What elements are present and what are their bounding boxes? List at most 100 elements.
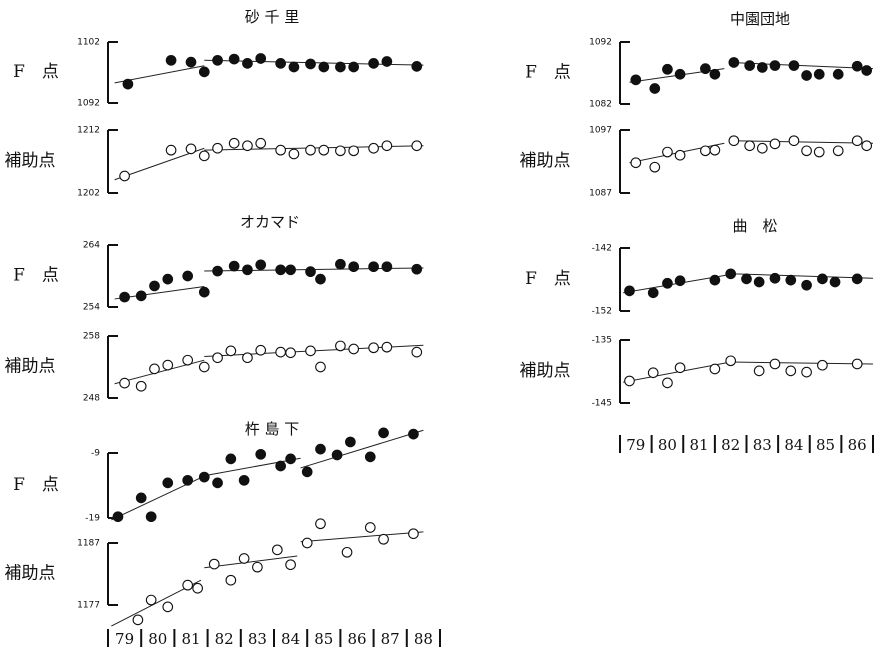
y-tick-label: 1087	[589, 189, 612, 199]
data-point	[647, 367, 659, 379]
data-point	[198, 150, 210, 162]
y-tick-label: 1212	[77, 126, 100, 136]
x-tick-label: 88	[414, 630, 433, 648]
data-point	[228, 53, 240, 65]
data-point	[348, 261, 360, 273]
data-point	[252, 561, 263, 573]
data-point	[285, 347, 296, 359]
data-point	[348, 145, 360, 157]
x-tick-label: 86	[848, 436, 867, 454]
data-point	[225, 453, 237, 465]
data-point	[769, 272, 781, 284]
data-point	[709, 68, 721, 80]
data-point	[318, 144, 330, 156]
data-point	[851, 358, 863, 370]
data-point	[817, 273, 828, 285]
data-point	[185, 143, 197, 155]
y-tick-label: 1092	[77, 99, 100, 109]
data-point	[119, 377, 130, 389]
data-point	[335, 340, 346, 352]
data-point	[132, 614, 144, 626]
data-point	[301, 537, 313, 549]
data-point	[728, 135, 740, 147]
data-point	[119, 291, 130, 303]
trend-line	[300, 429, 424, 469]
data-point	[182, 474, 194, 486]
data-point	[788, 135, 800, 147]
data-point	[700, 63, 711, 75]
data-point	[381, 261, 393, 273]
data-point	[255, 344, 267, 356]
data-point	[662, 63, 673, 75]
data-point	[242, 264, 253, 276]
y-tick-label: 1177	[77, 601, 100, 611]
x-tick-label: 81	[690, 436, 709, 454]
data-point	[212, 352, 223, 364]
panel-title: 中園団地	[730, 10, 790, 28]
panel-title: 砂 千 里	[245, 8, 300, 26]
y-axis-label: 補助点	[5, 564, 56, 584]
data-point	[851, 273, 863, 285]
x-tick-label: 83	[248, 630, 267, 648]
y-tick-label: 258	[83, 332, 100, 342]
trend-line	[730, 361, 874, 365]
data-point	[801, 279, 812, 291]
data-point	[348, 343, 360, 355]
trend-line	[204, 555, 298, 569]
data-point	[744, 140, 756, 152]
data-point	[242, 140, 253, 152]
x-tick-label: 81	[181, 630, 200, 648]
data-point	[345, 436, 356, 448]
trend-line	[300, 531, 424, 543]
data-point	[769, 60, 781, 71]
data-point	[198, 471, 210, 483]
y-tick-label: 264	[83, 241, 100, 251]
data-point	[674, 362, 686, 374]
data-point	[182, 579, 194, 591]
data-point	[662, 146, 673, 158]
data-point	[335, 258, 346, 270]
y-tick-label: -142	[592, 244, 612, 254]
trend-line	[204, 457, 301, 477]
data-point	[411, 263, 423, 275]
data-point	[271, 544, 283, 556]
trend-line	[733, 273, 874, 279]
data-point	[225, 574, 237, 586]
data-point	[208, 558, 220, 570]
data-point	[212, 54, 223, 66]
data-point	[275, 264, 286, 276]
data-point	[162, 601, 174, 613]
data-point	[145, 594, 157, 606]
data-point	[198, 361, 210, 373]
data-point	[630, 74, 642, 86]
y-tick-label: -145	[592, 399, 612, 409]
data-point	[725, 268, 737, 280]
data-point	[674, 68, 686, 80]
data-point	[851, 135, 863, 147]
data-point	[212, 142, 223, 154]
data-point	[348, 61, 360, 73]
x-tick-label: 85	[314, 630, 333, 648]
data-point	[411, 61, 423, 72]
data-point	[364, 522, 376, 533]
data-point	[368, 57, 379, 69]
x-tick-label: 84	[281, 630, 300, 648]
data-point	[149, 363, 160, 375]
data-point	[624, 285, 635, 297]
data-point	[182, 354, 194, 366]
data-point	[801, 145, 812, 157]
x-tick-label: 82	[215, 630, 234, 648]
x-tick-label: 80	[148, 630, 167, 648]
data-point	[753, 365, 765, 377]
data-point	[378, 427, 389, 439]
data-point	[785, 365, 797, 377]
data-point	[238, 553, 250, 564]
data-point	[851, 60, 863, 72]
data-point	[381, 140, 393, 152]
data-point	[756, 62, 768, 73]
data-point	[813, 68, 825, 80]
data-point	[381, 56, 393, 67]
data-point	[182, 270, 194, 282]
data-point	[135, 290, 147, 302]
